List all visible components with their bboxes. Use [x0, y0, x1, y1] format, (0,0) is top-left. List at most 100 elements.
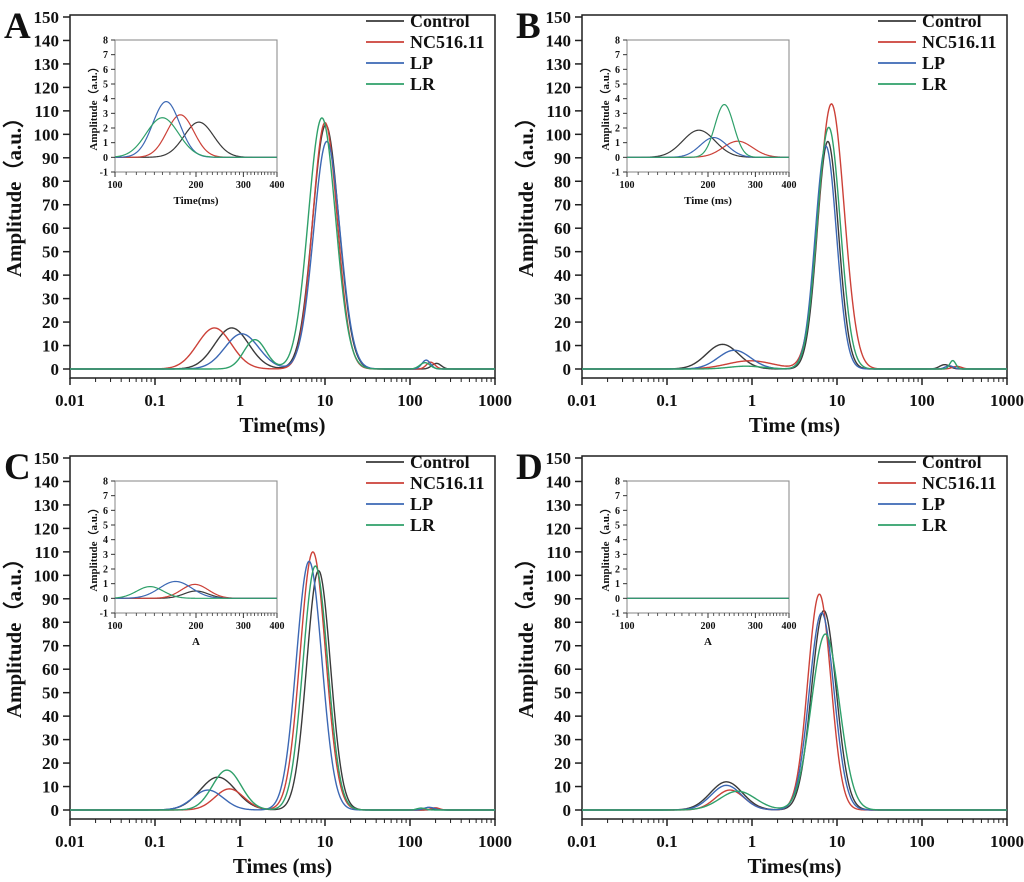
inset-y-tick-label: 5: [615, 521, 620, 532]
legend-label-lr: LR: [922, 515, 948, 535]
legend-label-lp: LP: [410, 494, 433, 514]
y-tick-label: 140: [546, 31, 572, 50]
inset-y-tick-label: 2: [615, 124, 620, 135]
inset-x-tick-label: 100: [620, 621, 635, 632]
legend-label-nc516.11: NC516.11: [922, 473, 997, 493]
y-tick-label: 10: [42, 337, 59, 356]
inset-y-tick-label: 0: [103, 153, 108, 164]
x-tick-label: 100: [397, 391, 423, 410]
inset-x-tick-label: 100: [108, 180, 123, 191]
inset-curve-lr: [114, 117, 277, 158]
x-tick-label: 1000: [478, 832, 512, 851]
inset-y-tick-label: 3: [103, 550, 108, 561]
legend-label-lr: LR: [410, 515, 436, 535]
panel-letter: D: [516, 447, 543, 488]
y-tick-label: 80: [42, 613, 59, 632]
inset-x-tick-label: 400: [782, 180, 797, 191]
inset-y-tick-label: 6: [103, 506, 108, 517]
inset-y-tick-label: 7: [615, 491, 620, 502]
y-tick-label: 40: [554, 707, 571, 726]
x-tick-label: 1000: [478, 391, 512, 410]
y-tick-label: 150: [34, 8, 60, 27]
y-tick-label: 10: [42, 778, 59, 797]
y-tick-label: 30: [554, 731, 571, 750]
y-tick-label: 90: [42, 149, 59, 168]
curve-control: [582, 140, 1007, 370]
legend-label-control: Control: [410, 11, 470, 31]
y-tick-label: 90: [554, 590, 571, 609]
x-tick-label: 10: [829, 832, 846, 851]
inset-y-tick-label: 0: [615, 153, 620, 164]
x-tick-label: 0.01: [567, 832, 597, 851]
y-tick-label: 90: [42, 590, 59, 609]
inset-y-tick-label: 2: [103, 124, 108, 135]
inset-x-tick-label: 200: [189, 180, 204, 191]
inset-y-axis-title: Amplitude（a.u.）: [87, 61, 100, 150]
plot-frame: [69, 455, 496, 820]
inset-x-tick-label: 400: [270, 621, 285, 632]
inset-y-tick-label: 2: [615, 565, 620, 576]
y-tick-label: 50: [42, 684, 59, 703]
x-tick-label: 1: [236, 832, 245, 851]
inset-frame: [626, 480, 790, 614]
inset-x-tick-label: 400: [782, 621, 797, 632]
inset-y-tick-label: 8: [615, 477, 620, 488]
x-tick-label: 100: [909, 832, 935, 851]
y-tick-label: 30: [42, 290, 59, 309]
inset-y-tick-label: -1: [100, 168, 108, 179]
x-tick-label: 10: [317, 391, 334, 410]
inset-x-tick-label: 300: [236, 180, 251, 191]
y-tick-label: 120: [546, 78, 572, 97]
panel-letter: B: [516, 6, 541, 47]
inset-a: -1 0 1 2 3 4 5 6 7 8 100 200 300 400 Time(ms) Amplitude…: [87, 36, 285, 208]
y-tick-label: 100: [546, 566, 572, 585]
y-tick-label: 20: [554, 313, 571, 332]
legend-label-nc516.11: NC516.11: [410, 473, 485, 493]
y-tick-label: 80: [42, 172, 59, 191]
inset-y-tick-label: 3: [615, 109, 620, 120]
inset-x-tick-label: 100: [108, 621, 123, 632]
inset-y-tick-label: 3: [103, 109, 108, 120]
inset-x-tick-label: 100: [620, 180, 635, 191]
inset-x-tick-label: 200: [189, 621, 204, 632]
inset-y-tick-label: 5: [615, 80, 620, 91]
y-tick-label: 90: [554, 149, 571, 168]
y-tick-label: 60: [554, 660, 571, 679]
inset-x-tick-label: 200: [701, 180, 716, 191]
inset-y-tick-label: -1: [612, 168, 620, 179]
legend-label-lp: LP: [922, 494, 945, 514]
y-tick-label: 50: [42, 243, 59, 262]
x-tick-label: 1: [748, 832, 757, 851]
y-tick-label: 70: [42, 196, 59, 215]
y-tick-label: 110: [546, 543, 571, 562]
y-tick-label: 40: [42, 266, 59, 285]
inset-x-axis-title: A: [704, 636, 712, 648]
x-tick-label: 0.1: [144, 832, 165, 851]
x-tick-label: 0.01: [55, 391, 85, 410]
x-tick-label: 10: [317, 832, 334, 851]
y-tick-label: 30: [554, 290, 571, 309]
inset-y-tick-label: 8: [615, 36, 620, 47]
y-axis-title: Amplitude（a.u.）: [514, 548, 538, 718]
y-tick-label: 10: [554, 337, 571, 356]
inset-y-axis-title: Amplitude（a.u.）: [599, 61, 612, 150]
plot-frame: [581, 455, 1008, 820]
y-tick-label: 70: [42, 637, 59, 656]
inset-y-tick-label: 0: [615, 594, 620, 605]
y-tick-label: 20: [42, 754, 59, 773]
inset-y-tick-label: 5: [103, 521, 108, 532]
y-tick-label: 140: [34, 31, 60, 50]
x-axis-title: Times (ms): [233, 854, 332, 878]
x-tick-label: 1: [748, 391, 757, 410]
panel-letter: A: [4, 6, 31, 47]
y-tick-label: 50: [554, 243, 571, 262]
inset-y-tick-label: -1: [612, 609, 620, 620]
plot-frame: [581, 14, 1008, 379]
plot-frame: [69, 14, 496, 379]
x-tick-label: 0.1: [656, 391, 677, 410]
inset-b: -1 0 1 2 3 4 5 6 7 8 100 200 300 400 Time (ms) Amplitud…: [599, 36, 797, 208]
curve-lr: [582, 126, 1007, 370]
inset-y-tick-label: 5: [103, 80, 108, 91]
legend-label-control: Control: [922, 452, 982, 472]
curve-control: [582, 609, 1007, 811]
